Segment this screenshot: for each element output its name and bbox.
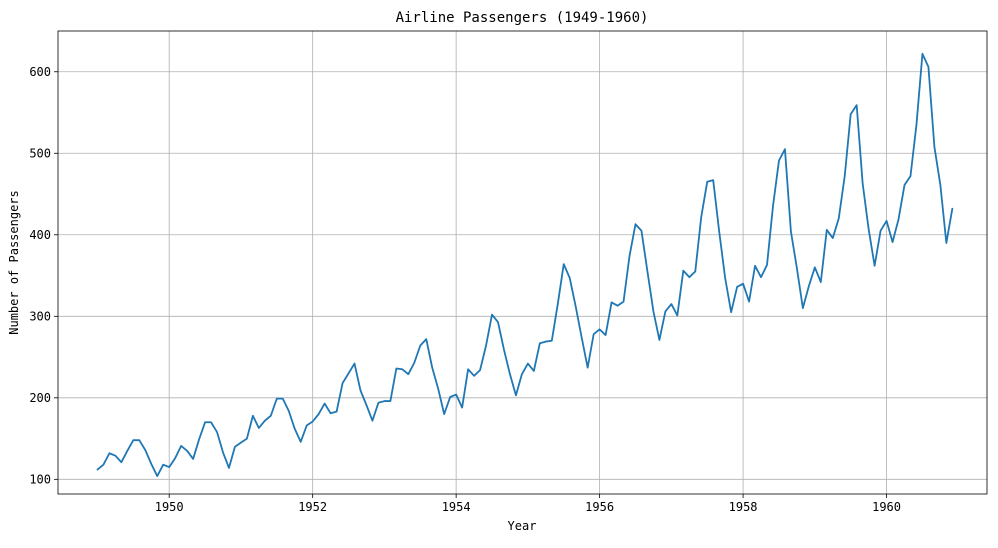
x-tick-label: 1958 <box>729 500 758 514</box>
y-axis-label: Number of Passengers <box>7 190 21 335</box>
plot-frame <box>57 30 988 495</box>
y-tick-label: 400 <box>29 228 51 242</box>
y-tick-label: 200 <box>29 391 51 405</box>
y-tick-label: 300 <box>29 309 51 323</box>
x-tick-label: 1960 <box>872 500 901 514</box>
x-tick-label: 1956 <box>585 500 614 514</box>
grid-lines <box>58 31 987 494</box>
x-tick-label: 1950 <box>155 500 184 514</box>
chart-title: Airline Passengers (1949-1960) <box>396 10 649 26</box>
passengers-series-line <box>96 52 954 477</box>
y-tick-label: 600 <box>29 65 51 79</box>
x-axis-label: Year <box>508 519 537 533</box>
axis-ticks: 1950 1952 1954 1956 1958 1960 100 200 300 400 500 6… <box>29 65 901 514</box>
y-tick-label: 100 <box>29 472 51 486</box>
series-lines <box>96 52 954 477</box>
y-tick-label: 500 <box>29 146 51 160</box>
x-tick-label: 1954 <box>442 500 471 514</box>
x-tick-label: 1952 <box>298 500 327 514</box>
